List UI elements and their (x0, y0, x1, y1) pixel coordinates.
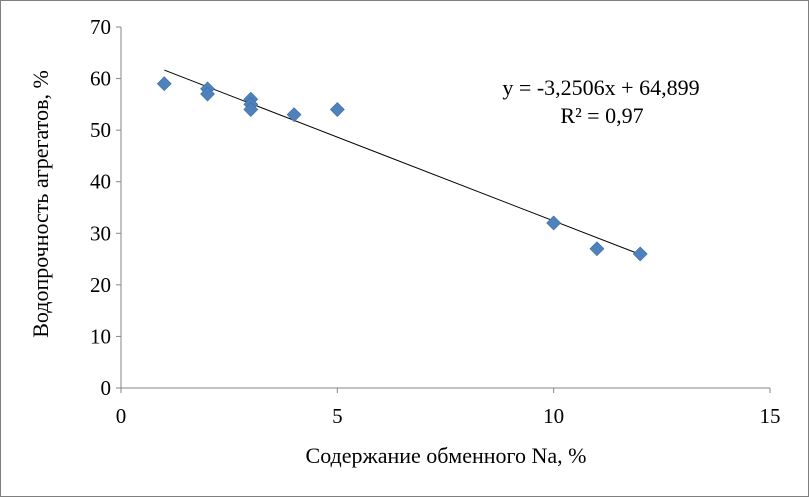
trendline-equation: y = -3,2506x + 64,899 (502, 75, 699, 100)
data-points (156, 76, 648, 262)
trendline (164, 69, 641, 255)
x-tick-label: 0 (116, 404, 127, 428)
data-point (200, 86, 215, 102)
data-point (243, 102, 259, 117)
x-tick-label: 5 (332, 404, 343, 428)
y-tick-label: 30 (90, 221, 111, 245)
data-point (329, 102, 345, 117)
y-tick-label: 60 (90, 67, 111, 91)
y-tick-label: 10 (90, 324, 111, 348)
y-tick-label: 40 (90, 170, 111, 194)
axes (120, 27, 770, 389)
data-point (546, 215, 562, 231)
trendline-r-squared: R² = 0,97 (560, 103, 643, 128)
y-axis-title: Водопрочность агрегатов, % (28, 70, 53, 338)
tick-labels: 0 10 20 30 40 50 60 70 0 5 10 15 (90, 15, 781, 428)
x-axis-title: Содержание обменного Na, % (306, 443, 587, 468)
data-point (156, 76, 172, 92)
x-tick-label: 15 (760, 404, 781, 428)
y-tick-label: 50 (90, 118, 111, 142)
data-point (589, 241, 605, 257)
y-tick-label: 0 (101, 376, 112, 400)
data-point (632, 246, 648, 262)
x-tick-label: 10 (543, 404, 564, 428)
y-tick-label: 70 (90, 15, 111, 39)
data-point (286, 107, 302, 123)
tick-marks (116, 26, 771, 393)
y-tick-label: 20 (90, 273, 111, 297)
